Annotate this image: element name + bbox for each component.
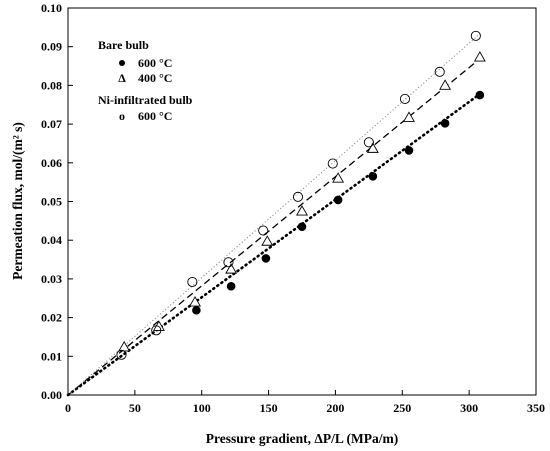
- legend-label-bare-600: 600 °C: [138, 56, 172, 70]
- y-tick-label: 0.00: [41, 388, 62, 402]
- y-tick-label: 0.03: [41, 272, 62, 286]
- y-tick-label: 0.10: [41, 1, 62, 15]
- data-point-ni-600: [292, 191, 304, 202]
- y-tick-label: 0.04: [41, 233, 62, 247]
- x-tick-label: 300: [460, 401, 478, 415]
- data-point-bare-400: [473, 51, 486, 62]
- data-point-ni-600: [470, 30, 481, 41]
- data-point-bare-600: [368, 172, 378, 181]
- legend-label-bare-400: 400 °C: [138, 71, 172, 85]
- y-tick-label: 0.09: [41, 40, 62, 54]
- legend-group-ni-infiltrated-bulb: Ni-infiltrated bulb: [98, 93, 193, 107]
- x-tick-label: 250: [393, 401, 411, 415]
- data-point-bare-400: [296, 205, 308, 216]
- data-point-bare-400: [225, 263, 238, 274]
- y-tick-label: 0.02: [41, 311, 62, 325]
- data-point-ni-600: [363, 137, 374, 148]
- legend-marker-bare-600: [119, 60, 125, 66]
- data-point-bare-400: [402, 111, 415, 122]
- x-tick-label: 50: [129, 401, 141, 415]
- data-point-bare-400: [366, 142, 379, 153]
- y-tick-label: 0.06: [41, 156, 62, 170]
- legend-marker-bare-400: Δ: [118, 71, 126, 85]
- x-tick-label: 0: [65, 401, 71, 415]
- data-point-ni-600: [399, 93, 411, 104]
- y-axis-title: Permeation flux, mol/(m² s): [10, 122, 25, 280]
- legend: Bare bulb 600 °C Δ 400 °C Ni-infiltrated…: [98, 38, 193, 123]
- y-tick-label: 0.08: [41, 78, 62, 92]
- data-point-ni-600: [116, 349, 127, 360]
- data-point-bare-600: [440, 119, 450, 128]
- data-point-bare-600: [475, 90, 485, 100]
- data-point-ni-600: [151, 325, 162, 336]
- data-point-bare-600: [404, 146, 414, 155]
- trendline-filled-circle: [66, 90, 484, 397]
- data-point-bare-600: [297, 222, 307, 231]
- data-point-bare-600: [192, 305, 201, 315]
- x-tick-label: 200: [326, 401, 344, 415]
- x-tick-label: 350: [527, 401, 545, 415]
- y-tick-label: 0.05: [41, 195, 62, 209]
- data-point-bare-400: [332, 172, 345, 183]
- y-tick-label: 0.07: [41, 117, 62, 131]
- x-tick-label: 150: [260, 401, 278, 415]
- data-point-bare-400: [261, 235, 274, 246]
- data-point-ni-600: [258, 225, 269, 236]
- data-point-ni-600: [187, 276, 198, 288]
- data-point-ni-600: [434, 66, 445, 77]
- data-points: [116, 30, 486, 360]
- data-point-bare-400: [189, 296, 202, 307]
- y-axis: 0.00 0.01 0.02 0.03 0.04 0.05 0.06 0.07 0.08 0.09…: [41, 1, 73, 402]
- data-point-ni-600: [327, 158, 338, 169]
- legend-marker-ni-600: o: [119, 109, 125, 123]
- data-point-bare-600: [226, 281, 236, 291]
- data-point-bare-600: [261, 254, 271, 263]
- data-point-bare-600: [333, 195, 343, 205]
- data-point-ni-600: [223, 257, 234, 268]
- data-point-bare-400: [439, 79, 452, 90]
- y-tick-label: 0.01: [41, 349, 62, 363]
- x-axis-title: Pressure gradient, ΔP/L (MPa/m): [206, 431, 398, 446]
- x-tick-label: 100: [193, 401, 211, 415]
- trendline-open-triangle: [67, 56, 483, 396]
- x-axis: 0 50 100 150 200 250 300 350: [65, 390, 545, 415]
- trendline-open-circle: [67, 34, 479, 396]
- trendlines: [66, 34, 484, 397]
- legend-group-bare-bulb: Bare bulb: [98, 38, 149, 52]
- legend-label-ni-600: 600 °C: [138, 109, 172, 123]
